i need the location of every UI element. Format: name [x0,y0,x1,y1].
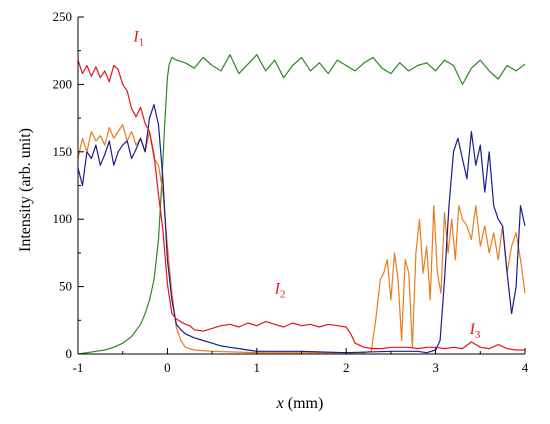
x-axis-title-var: x [276,395,284,412]
series-line [77,59,525,351]
x-tick-label: 4 [522,360,529,375]
y-tick-label: 200 [53,76,73,91]
y-tick-label: 0 [66,346,73,361]
plot-series-group [77,54,526,355]
series-line [77,124,526,354]
y-tick-label: 100 [53,211,73,226]
series-line [77,103,526,354]
series-label-sub: 1 [139,36,145,48]
x-tick-label: 1 [254,360,261,375]
y-tick-label: 50 [59,279,72,294]
series-line [77,54,526,355]
x-ticks: -1 0 1 2 3 4 [73,348,529,375]
x-tick-label: 2 [343,360,350,375]
x-tick-label: 0 [164,360,171,375]
series-label-main: I [132,28,139,45]
x-tick-label: 3 [432,360,439,375]
series-label: I3 [469,321,481,341]
y-axis-title: Intensity (arb. unit) [17,128,34,252]
series-label: I1 [132,28,144,48]
series-label-main: I [469,321,476,338]
y-ticks: 0 50 100 150 200 250 [53,9,84,361]
series-label-sub: 2 [280,288,286,300]
series-label-main: I [274,280,281,297]
x-tick-label: -1 [73,360,84,375]
x-axis-title-unit: (mm) [284,395,324,412]
y-tick-label: 150 [53,144,73,159]
x-axis-title: x (mm) [276,395,324,412]
y-tick-label: 250 [53,9,73,24]
series-label: I2 [274,280,286,300]
series-label-sub: 3 [475,329,481,341]
